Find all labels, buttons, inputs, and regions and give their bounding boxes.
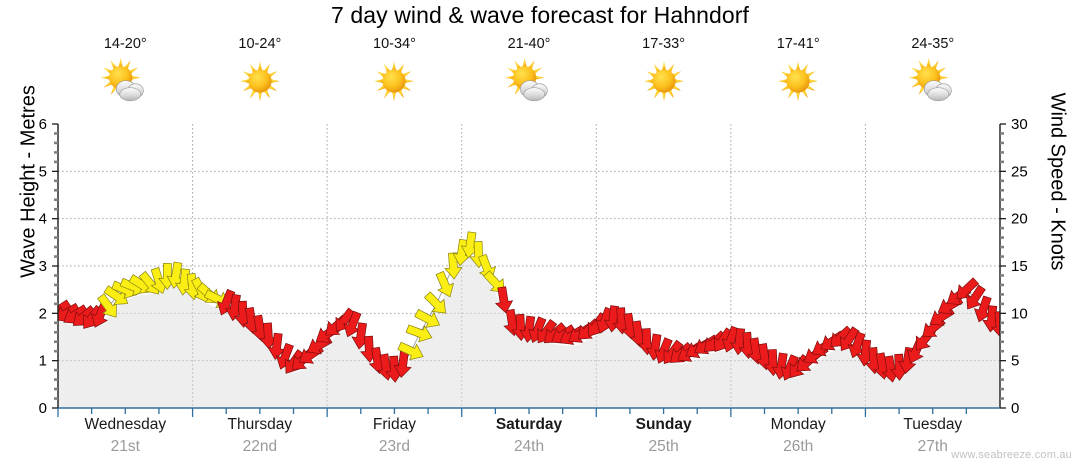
right-tick-label: 15 xyxy=(1011,258,1028,275)
day-date: 26th xyxy=(783,438,814,455)
temperature-range: 24-35° xyxy=(911,36,955,52)
day-header-strip: 14-20° 10-24° 10-34° 21-40° 17-33° 17-41° 24-3… xyxy=(58,36,1000,122)
wind-arrow-marker xyxy=(444,252,463,280)
day-name: Saturday xyxy=(495,416,563,433)
left-tick-label: 1 xyxy=(39,353,47,370)
sunny-icon xyxy=(636,54,692,110)
right-tick-label: 10 xyxy=(1011,305,1028,322)
partly-cloudy-icon xyxy=(905,54,961,110)
wind-arrow-marker xyxy=(494,286,514,314)
day-header-thursday: 10-24° xyxy=(193,36,328,122)
day-header-sunday: 17-33° xyxy=(596,36,731,122)
day-name: Friday xyxy=(372,416,416,433)
right-tick-label: 0 xyxy=(1011,400,1019,417)
day-date: 21st xyxy=(110,438,140,455)
day-footer-thursday: Thursday 22nd xyxy=(193,414,328,470)
day-date: 27th xyxy=(917,438,948,455)
temperature-range: 17-41° xyxy=(776,36,820,52)
day-name: Monday xyxy=(770,416,826,433)
day-header-friday: 10-34° xyxy=(327,36,462,122)
sunny-icon xyxy=(770,54,826,110)
day-header-wednesday: 14-20° xyxy=(58,36,193,122)
temperature-range: 14-20° xyxy=(103,36,147,52)
left-tick-label: 5 xyxy=(39,163,47,180)
wind-arrow-marker xyxy=(966,284,986,310)
day-footer-strip: Wednesday 21st Thursday 22nd Friday 23rd Satur… xyxy=(58,414,1000,470)
day-footer-sunday: Sunday 25th xyxy=(596,414,731,470)
day-footer-tuesday: Tuesday 27th xyxy=(865,414,1000,470)
left-tick-label: 0 xyxy=(39,400,47,417)
forecast-plot-svg xyxy=(58,124,1000,408)
day-header-saturday: 21-40° xyxy=(462,36,597,122)
right-tick-label: 25 xyxy=(1011,163,1028,180)
day-header-monday: 17-41° xyxy=(731,36,866,122)
temperature-range: 17-33° xyxy=(642,36,686,52)
day-date: 25th xyxy=(648,438,679,455)
axis-svg: 0 1 2 3 4 5 6 0 5 10 15 20 25 30 xyxy=(39,116,1028,417)
day-footer-friday: Friday 23rd xyxy=(327,414,462,470)
partly-cloudy-icon xyxy=(97,54,153,110)
left-tick-label: 6 xyxy=(39,116,47,133)
temperature-range: 10-24° xyxy=(238,36,282,52)
left-tick-label: 3 xyxy=(39,258,47,275)
day-date: 22nd xyxy=(242,438,278,455)
wind-arrow-marker xyxy=(483,270,505,293)
sunny-icon xyxy=(232,54,288,110)
left-tick-label: 2 xyxy=(39,305,47,322)
day-date: 24th xyxy=(513,438,545,455)
right-tick-label: 30 xyxy=(1011,116,1028,133)
wind-arrow-marker xyxy=(435,270,455,298)
watermark: www.seabreeze.com.au xyxy=(951,449,1072,461)
wind-arrow-marker xyxy=(956,277,980,300)
day-footer-wednesday: Wednesday 21st xyxy=(58,414,193,470)
temperature-range: 21-40° xyxy=(507,36,551,52)
wind-arrow-marker xyxy=(990,311,1000,339)
partly-cloudy-icon xyxy=(501,54,557,110)
day-footer-saturday: Saturday 24th xyxy=(462,414,597,470)
right-tick-label: 5 xyxy=(1011,353,1019,370)
wind-arrow-marker xyxy=(423,291,447,314)
day-name: Thursday xyxy=(227,416,293,433)
wind-arrow-marker xyxy=(397,341,424,361)
plot-area xyxy=(58,124,1000,408)
wind-arrow-marker xyxy=(405,324,433,343)
day-date: 23rd xyxy=(378,438,410,455)
day-name: Wednesday xyxy=(84,416,167,433)
day-name: Sunday xyxy=(635,416,692,433)
day-header-tuesday: 24-35° xyxy=(865,36,1000,122)
wind-arrow-marker xyxy=(414,308,441,328)
right-tick-label: 20 xyxy=(1011,211,1028,228)
day-name: Tuesday xyxy=(903,416,963,433)
page-title: 7 day wind & wave forecast for Hahndorf xyxy=(330,2,750,28)
sunny-icon xyxy=(366,54,422,110)
left-tick-label: 4 xyxy=(39,211,47,228)
day-footer-monday: Monday 26th xyxy=(731,414,866,470)
temperature-range: 10-34° xyxy=(373,36,416,52)
